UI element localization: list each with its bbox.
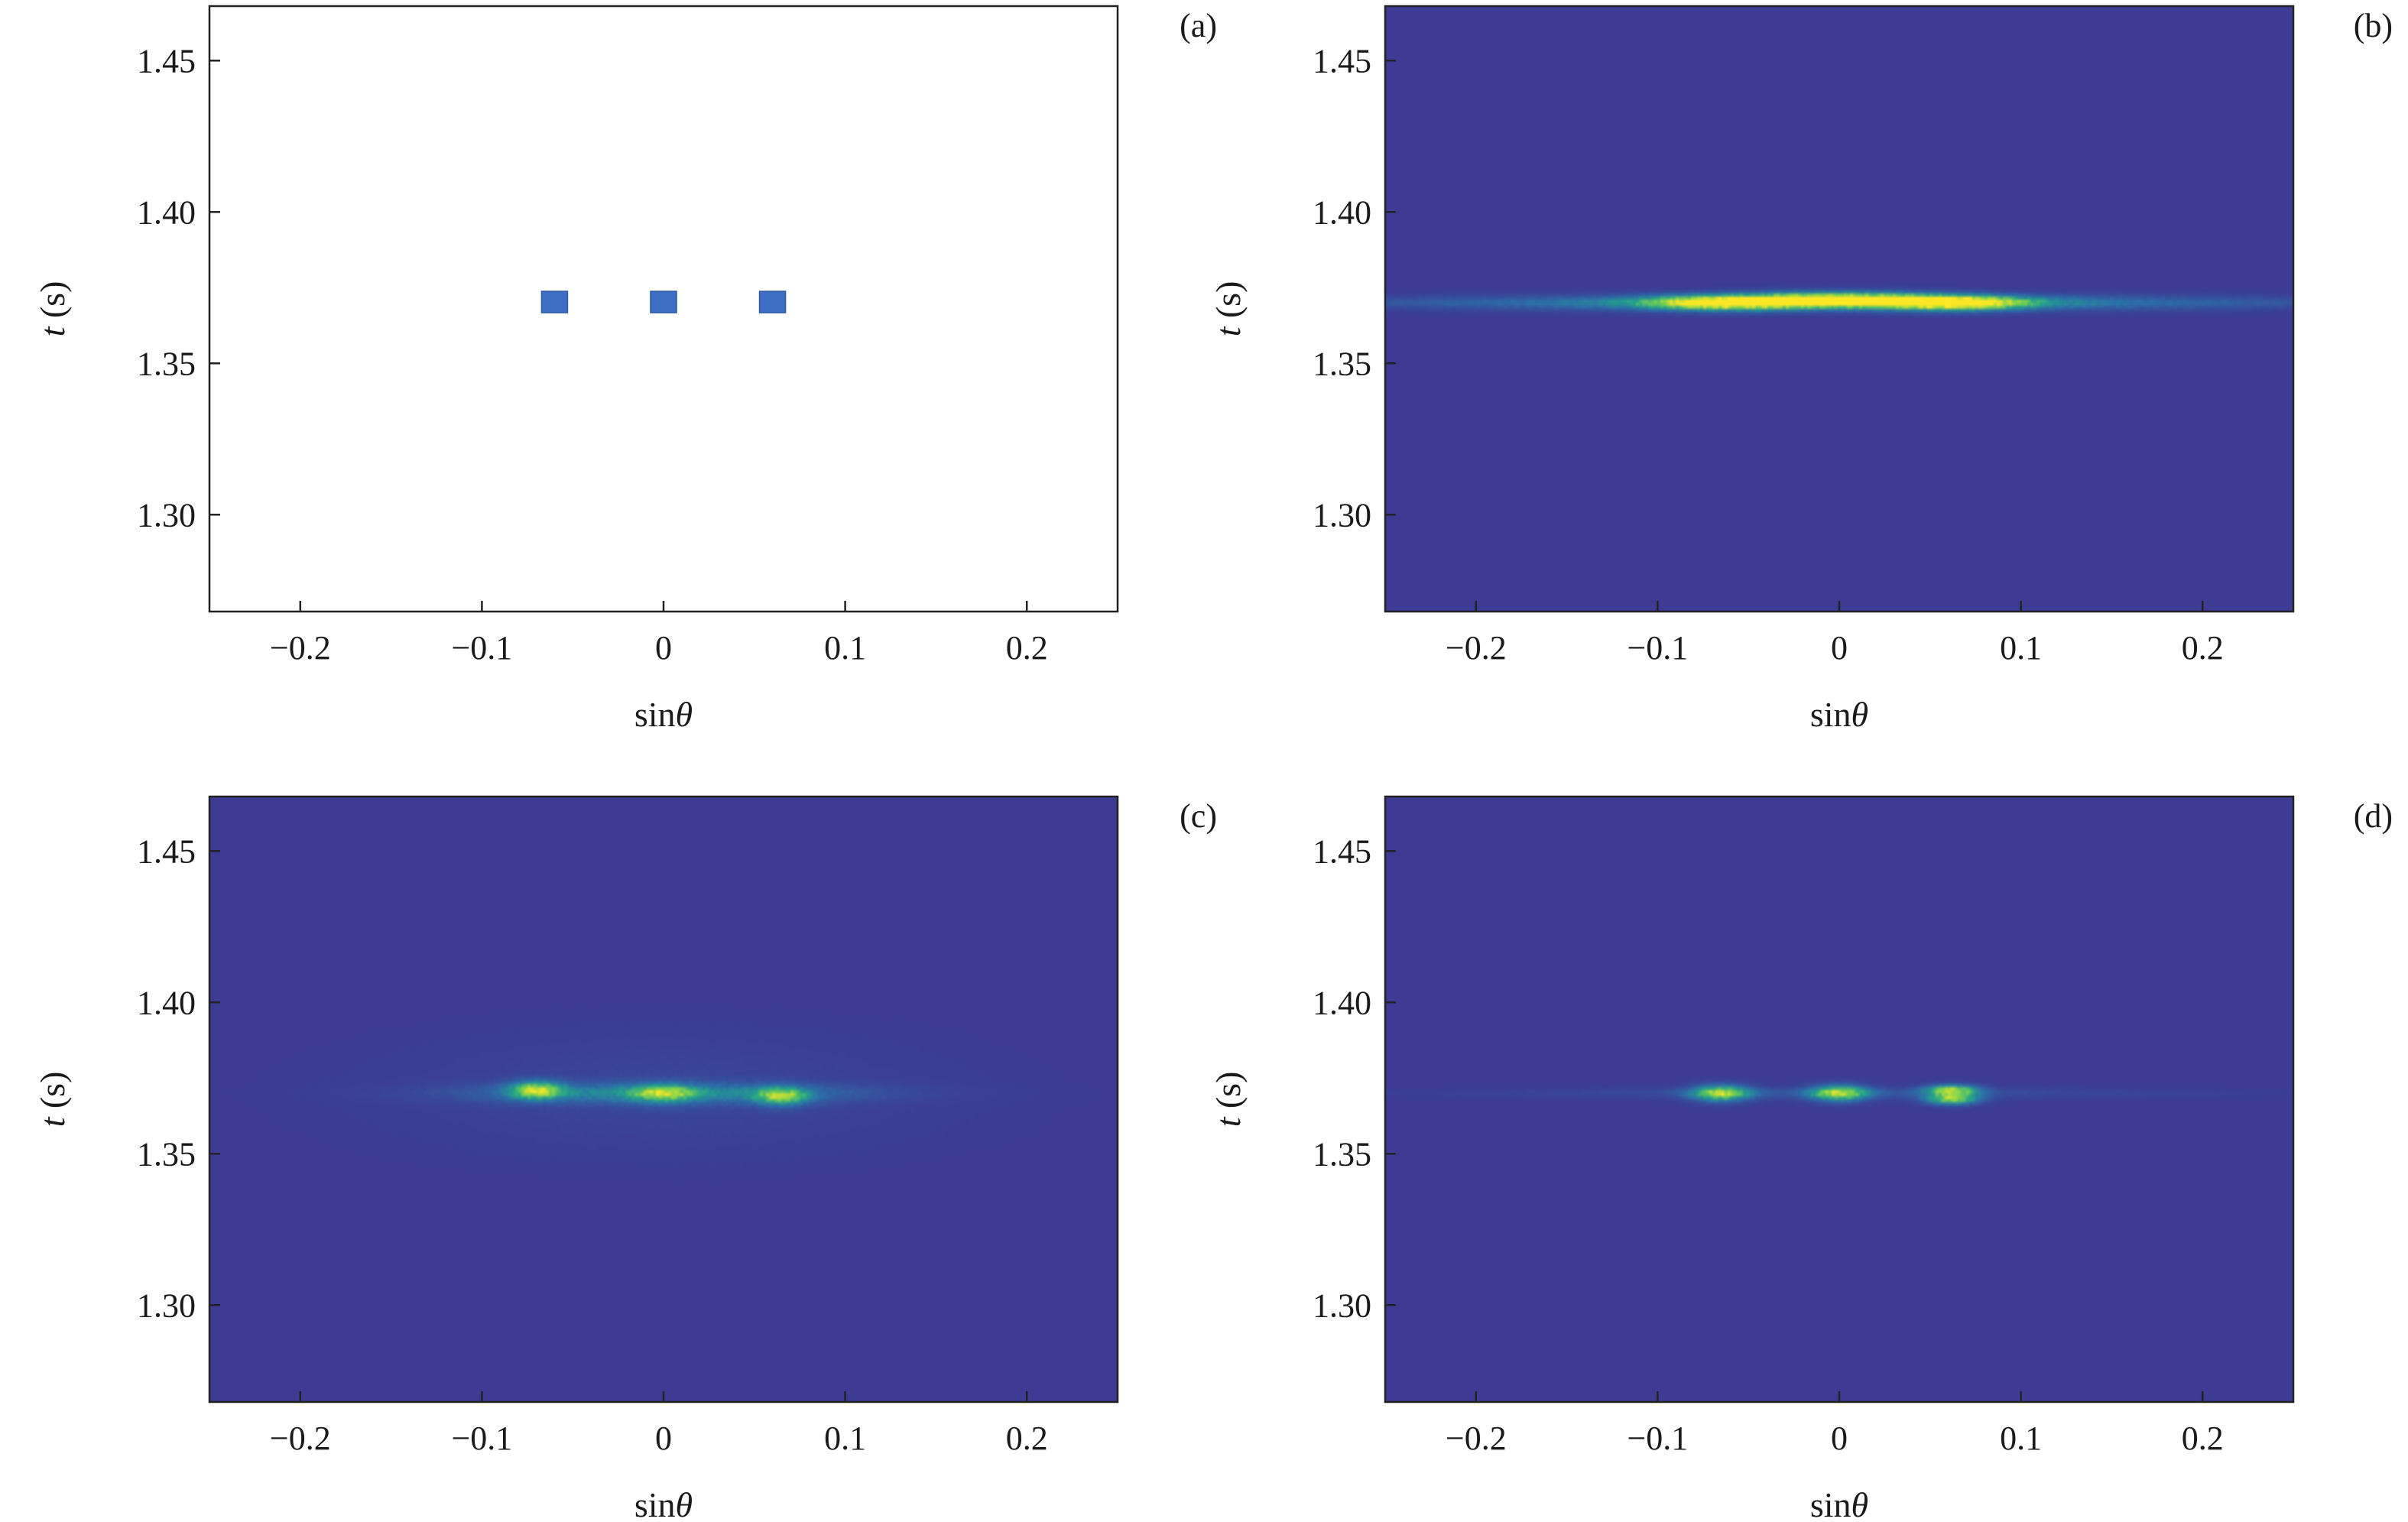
y-tick-label: 1.30 [1313,496,1371,534]
y-tick-label: 1.45 [137,832,196,870]
x-tick-label: 0.2 [2182,629,2224,667]
x-tick-label: −0.1 [1627,629,1688,667]
panel-label: (b) [2354,7,2393,44]
x-tick-label: 0 [1831,1420,1848,1457]
x-tick-label: 0.1 [824,1420,866,1457]
panel-a: −0.2 −0.1 0 0.1 0.2 1.30 1.35 1.40 1.45 sinθ t (s)… [33,5,1217,734]
x-tick-label: −0.2 [270,1420,331,1457]
y-axis-label: t (s) [1209,1072,1248,1128]
heatmap-image [1385,6,2293,612]
x-tick-label: 0.2 [1006,1420,1048,1457]
heatmap-image [209,797,1118,1402]
y-tick-label: 1.45 [1313,832,1371,870]
y-tick-label: 1.35 [137,1135,196,1173]
panel-label: (a) [1180,7,1217,44]
data-point [758,290,787,313]
y-tick-label: 1.35 [1313,345,1371,382]
x-axis-label: sinθ [1810,695,1868,734]
x-tick-label: −0.2 [270,629,331,667]
panel-b: −0.2 −0.1 0 0.1 0.2 1.30 1.35 1.40 1.45 sinθ t (s)… [1209,5,2393,734]
panel-d: −0.2 −0.1 0 0.1 0.2 1.30 1.35 1.40 1.45 sinθ t (s)… [1209,795,2393,1522]
y-axis-label: t (s) [33,1072,72,1128]
panel-c: −0.2 −0.1 0 0.1 0.2 1.30 1.35 1.40 1.45 sinθ t (s)… [33,795,1217,1522]
y-tick-label: 1.40 [1313,193,1371,231]
x-axis-label: sinθ [634,1485,693,1522]
x-tick-label: −0.1 [1627,1420,1688,1457]
heatmap-image [1385,797,2293,1402]
x-tick-label: 0 [655,1420,672,1457]
x-tick-label: −0.2 [1446,1420,1507,1457]
y-tick-label: 1.35 [1313,1135,1371,1173]
x-tick-label: −0.1 [451,629,512,667]
x-tick-label: −0.2 [1446,629,1507,667]
x-tick-label: 0.1 [824,629,866,667]
y-axis-label: t (s) [33,281,72,337]
x-tick-label: 0.1 [2000,629,2042,667]
y-tick-label: 1.35 [137,345,196,382]
data-point [540,290,569,313]
y-tick-label: 1.40 [137,193,196,231]
panel-label: (c) [1180,797,1217,835]
data-point [650,290,677,313]
x-tick-label: 0 [655,629,672,667]
x-axis-label: sinθ [634,695,693,734]
y-tick-label: 1.40 [1313,984,1371,1021]
x-tick-label: 0.1 [2000,1420,2042,1457]
y-tick-label: 1.30 [137,496,196,534]
y-tick-label: 1.45 [137,42,196,80]
y-axis-label: t (s) [1209,281,1248,337]
x-tick-label: 0 [1831,629,1848,667]
y-tick-label: 1.30 [137,1287,196,1324]
x-axis-label: sinθ [1810,1485,1868,1522]
y-tick-label: 1.40 [137,984,196,1021]
panel-label: (d) [2354,797,2393,835]
y-tick-label: 1.30 [1313,1287,1371,1324]
x-tick-label: −0.1 [451,1420,512,1457]
x-tick-label: 0.2 [1006,629,1048,667]
y-tick-label: 1.45 [1313,42,1371,80]
x-tick-label: 0.2 [2182,1420,2224,1457]
